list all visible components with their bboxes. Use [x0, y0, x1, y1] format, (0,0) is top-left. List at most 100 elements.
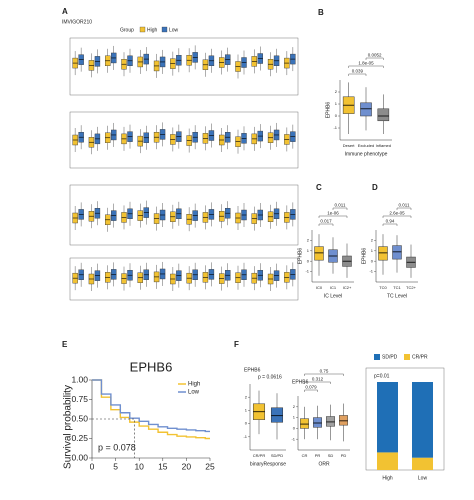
x-axis-label: IC Level [324, 293, 342, 299]
y-tick-label: 1 [245, 407, 248, 412]
p-value: 0.017 [320, 219, 332, 224]
panel-letter: C [316, 183, 322, 192]
y-tick-label: 2 [335, 89, 338, 94]
box [378, 246, 388, 261]
bracket [332, 207, 348, 210]
x-tick-label: 0 [90, 461, 95, 471]
legend-label: High [188, 382, 200, 388]
p-value: 0.0052 [368, 53, 382, 58]
legend-title: Group [120, 27, 134, 33]
p-value: 0.079 [305, 385, 317, 390]
survival-curve [92, 379, 210, 440]
chart-title: EPHB6 [292, 379, 309, 385]
bracket [304, 381, 331, 384]
y-tick-label: 0.00 [71, 452, 88, 462]
x-tick-label: IC1 [330, 285, 337, 290]
bracket [348, 73, 367, 76]
annotation: p = 0.0616 [258, 374, 282, 380]
bracket [318, 223, 334, 226]
legend-label: Low [188, 390, 200, 396]
y-tick-label: 0 [335, 113, 338, 118]
p-value: 0.039 [352, 69, 364, 74]
box [300, 418, 309, 429]
median-guide [92, 418, 135, 458]
p-value: 1.8e-05 [358, 61, 374, 66]
plot-frame [365, 367, 445, 471]
box [313, 417, 322, 428]
p-value: 1e-06 [327, 211, 339, 216]
x-tick-label: 5 [113, 461, 118, 471]
plot-frame [69, 257, 299, 301]
x-axis-label: Immune phenotype [345, 151, 388, 157]
bracket [382, 223, 398, 226]
y-tick-label: -1 [333, 125, 337, 130]
y-tick-label: -1 [243, 434, 247, 439]
bracket [396, 207, 412, 210]
x-tick-label: TC1 [393, 285, 401, 290]
legend-label: CR/PR [412, 354, 428, 360]
panel-letter: E [62, 340, 68, 349]
bar-segment [412, 382, 433, 458]
legend-swatch [374, 354, 380, 360]
y-tick-label: 2 [371, 237, 374, 242]
box [360, 102, 372, 117]
x-tick-label: Desert [343, 143, 356, 148]
chart-title: EPHB6 [244, 367, 261, 373]
p-value: 0.94 [386, 219, 395, 224]
legend-swatch [161, 26, 168, 33]
y-tick-label: 1 [307, 248, 310, 253]
x-tick-label: SD [328, 453, 334, 458]
y-tick-label: 0 [245, 421, 248, 426]
x-axis-label: ORR [318, 461, 330, 467]
x-tick-label: TC2+ [406, 285, 417, 290]
y-axis-label: EPHB6 [297, 248, 303, 265]
bracket [318, 215, 348, 218]
legend-label: High [147, 27, 158, 33]
box [377, 108, 390, 122]
annotation: p=0.01 [374, 373, 390, 379]
x-axis-label: binaryResponse [250, 461, 286, 467]
box [314, 246, 324, 261]
x-tick-label: CR [302, 453, 308, 458]
plot-frame [69, 184, 299, 246]
x-tick-label: Low [418, 475, 428, 481]
x-tick-label: 20 [182, 461, 192, 471]
p-value: 0.312 [312, 377, 324, 382]
y-tick-label: 0.75 [71, 394, 88, 404]
y-tick-label: -1 [305, 269, 309, 274]
x-tick-label: 10 [134, 461, 144, 471]
bracket [304, 373, 344, 376]
x-tick-label: Excluded [358, 143, 374, 148]
y-tick-label: 1.00 [71, 374, 88, 384]
y-axis-label: Survival probability [63, 385, 74, 469]
y-tick-label: 2 [307, 237, 310, 242]
panel-letter: B [318, 8, 324, 17]
y-axis-label: EPHB6 [361, 248, 367, 265]
bar-segment [412, 457, 433, 470]
x-tick-label: 25 [205, 461, 215, 471]
y-tick-label: 0 [371, 258, 374, 263]
y-tick-label: 0 [293, 425, 296, 430]
panel-letter: A [62, 7, 68, 16]
plot-frame [69, 111, 299, 169]
y-tick-label: 0.25 [71, 433, 88, 443]
x-tick-label: 15 [158, 461, 168, 471]
panel-letter: F [234, 340, 239, 349]
panel-letter: D [372, 183, 378, 192]
x-tick-label: CR/PR [253, 453, 266, 458]
chart-title: EPHB6 [130, 359, 173, 374]
y-tick-label: 2 [245, 394, 248, 399]
legend-swatch [404, 354, 410, 360]
p-value: 0.011 [335, 203, 346, 208]
plot-frame [69, 37, 299, 96]
y-tick-label: 1 [335, 101, 338, 106]
legend-label: Low [169, 27, 179, 33]
legend-swatch [139, 26, 146, 33]
x-tick-label: TC0 [379, 285, 387, 290]
p-value: 2.6e-05 [389, 211, 405, 216]
y-axis-label: EPHB6 [325, 102, 331, 119]
bar-segment [377, 452, 398, 470]
box [326, 416, 335, 427]
chart-title: IMVIGOR210 [62, 19, 92, 25]
